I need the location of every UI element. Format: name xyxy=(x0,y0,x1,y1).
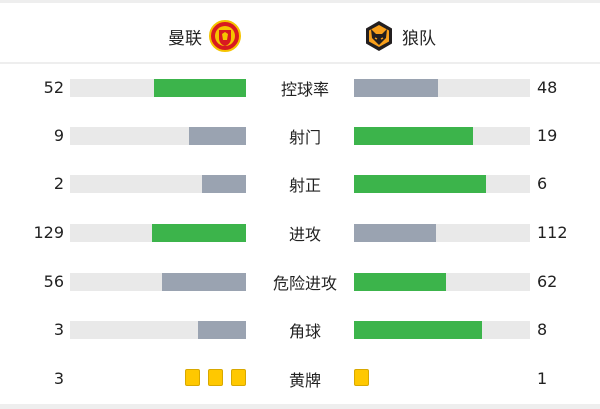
home-yellow-card-icons xyxy=(185,369,246,386)
away-bar-fill xyxy=(354,273,447,291)
yellow-card-icon xyxy=(231,369,246,386)
stat-label: 射正 xyxy=(288,176,321,195)
stat-label: 进攻 xyxy=(288,225,321,244)
stat-row: 52 控球率 48 xyxy=(0,76,600,100)
away-value: 112 xyxy=(537,223,568,242)
header-divider xyxy=(0,62,600,64)
home-value: 9 xyxy=(53,126,64,145)
stat-label: 控球率 xyxy=(280,80,329,99)
stat-label: 黄牌 xyxy=(288,371,321,390)
yellow-card-icon xyxy=(354,369,369,386)
home-yellow-cards: 3 xyxy=(53,369,64,388)
home-value: 56 xyxy=(43,272,64,291)
home-bar-track xyxy=(70,273,246,291)
yellow-card-icon xyxy=(208,369,223,386)
home-value: 129 xyxy=(33,223,64,242)
home-bar-fill xyxy=(189,127,246,145)
away-bar-track xyxy=(354,273,530,291)
stat-row: 3 角球 8 xyxy=(0,318,600,342)
home-bar-fill xyxy=(162,273,246,291)
away-value: 8 xyxy=(537,320,548,339)
away-bar-fill xyxy=(354,175,486,193)
stat-label: 射门 xyxy=(288,128,321,147)
stat-label: 危险进攻 xyxy=(272,274,337,293)
away-bar-track xyxy=(354,321,530,339)
manchester-united-crest-icon xyxy=(209,20,241,52)
away-value: 6 xyxy=(537,174,548,193)
home-bar-track xyxy=(70,79,246,97)
stat-row: 2 射正 6 xyxy=(0,172,600,196)
home-bar-track xyxy=(70,127,246,145)
home-bar-track xyxy=(70,175,246,193)
match-header: 曼联 狼队 xyxy=(0,3,600,62)
home-bar-fill xyxy=(202,175,246,193)
stat-row: 9 射门 19 xyxy=(0,124,600,148)
away-bar-track xyxy=(354,224,530,242)
away-value: 19 xyxy=(537,126,558,145)
home-bar-track xyxy=(70,321,246,339)
home-bar-fill xyxy=(154,79,246,97)
home-team-name: 曼联 xyxy=(168,28,202,49)
away-value: 48 xyxy=(537,78,558,97)
away-bar-fill xyxy=(354,321,482,339)
away-bar-track xyxy=(354,79,530,97)
away-bar-track xyxy=(354,127,530,145)
away-value: 62 xyxy=(537,272,558,291)
away-team[interactable]: 狼队 xyxy=(362,19,436,53)
away-bar-fill xyxy=(354,127,474,145)
away-team-name: 狼队 xyxy=(402,28,436,49)
yellow-card-icon xyxy=(185,369,200,386)
home-value: 2 xyxy=(53,174,64,193)
stat-row: 56 危险进攻 62 xyxy=(0,270,600,294)
away-yellow-card-icons xyxy=(354,369,369,386)
stat-row: 129 进攻 112 xyxy=(0,221,600,245)
wolves-crest-icon xyxy=(366,21,392,51)
home-bar-fill xyxy=(151,224,246,242)
home-value: 52 xyxy=(43,78,64,97)
home-bar-track xyxy=(70,224,246,242)
away-bar-track xyxy=(354,175,530,193)
home-team[interactable]: 曼联 xyxy=(168,19,242,53)
home-bar-fill xyxy=(198,321,246,339)
away-bar-fill xyxy=(354,224,436,242)
home-value: 3 xyxy=(53,320,64,339)
bottom-border xyxy=(0,404,600,409)
away-yellow-cards: 1 xyxy=(537,369,548,388)
top-border xyxy=(0,0,600,3)
stat-row-yellow-cards: 3 黄牌 1 xyxy=(0,367,600,391)
stat-label: 角球 xyxy=(288,322,321,341)
away-bar-fill xyxy=(354,79,439,97)
